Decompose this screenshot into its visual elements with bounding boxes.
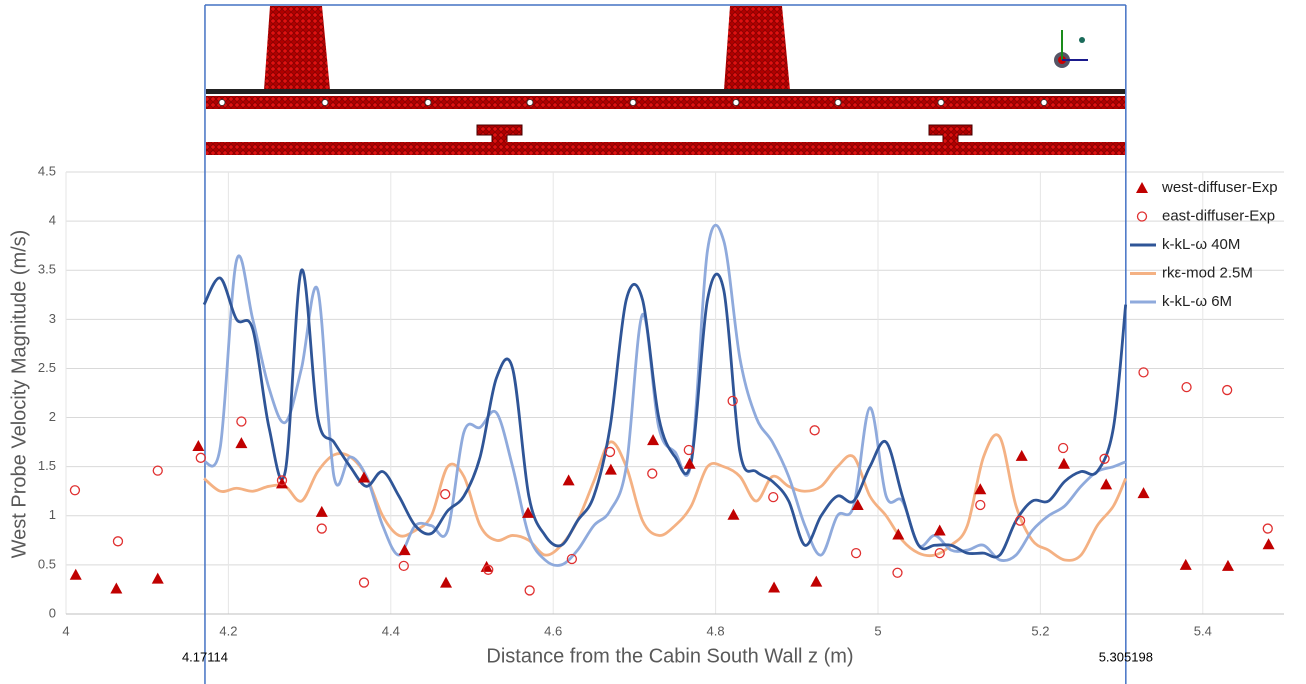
y-tick-label: 2 — [49, 409, 56, 424]
east-point — [1223, 386, 1232, 395]
legend-label: k-kL-ω 40M — [1162, 236, 1240, 253]
east-point — [525, 586, 534, 595]
series-line — [204, 270, 1126, 557]
west-point — [810, 576, 822, 587]
x-axis-title: Distance from the Cabin South Wall z (m) — [486, 645, 853, 667]
legend-label: east-diffuser-Exp — [1162, 207, 1275, 224]
east-point — [237, 417, 246, 426]
west-point — [768, 581, 780, 592]
west-point — [440, 577, 452, 588]
y-tick-label: 2.5 — [38, 360, 56, 375]
east-point — [976, 500, 985, 509]
east-point — [1139, 368, 1148, 377]
east-point — [810, 426, 819, 435]
west-point — [70, 569, 82, 580]
legend-label: rkε-mod 2.5M — [1162, 264, 1253, 281]
x-tick-label: 5.4 — [1194, 623, 1212, 638]
west-point — [316, 506, 328, 517]
reference-label: 5.305198 — [1099, 649, 1153, 664]
series-line — [204, 225, 1126, 565]
east-point — [399, 561, 408, 570]
east-point — [1059, 444, 1068, 453]
east-point — [153, 466, 162, 475]
y-tick-label: 3.5 — [38, 262, 56, 277]
west-point — [399, 544, 411, 555]
reference-label: 4.17114 — [182, 649, 228, 664]
west-point — [152, 573, 164, 584]
west-point — [727, 509, 739, 520]
east-point — [317, 524, 326, 533]
west-point — [1263, 538, 1275, 549]
x-tick-label: 4 — [62, 623, 69, 638]
east-point — [852, 549, 861, 558]
west-point — [1138, 487, 1150, 498]
east-point — [1263, 524, 1272, 533]
west-point — [1100, 478, 1112, 489]
x-tick-label: 5.2 — [1031, 623, 1049, 638]
west-point — [605, 464, 617, 475]
x-tick-label: 5 — [874, 623, 881, 638]
y-tick-label: 4 — [49, 213, 56, 228]
y-tick-label: 0.5 — [38, 556, 56, 571]
east-point — [648, 469, 657, 478]
west-point — [684, 458, 696, 469]
page: {"chart_data": { "type": "line", "x_labe… — [0, 0, 1306, 684]
legend-marker — [1136, 182, 1148, 193]
east-point — [893, 568, 902, 577]
y-tick-label: 0 — [49, 605, 56, 620]
west-point — [647, 434, 659, 445]
east-point — [70, 486, 79, 495]
east-point — [769, 493, 778, 502]
x-tick-label: 4.6 — [544, 623, 562, 638]
y-tick-label: 1 — [49, 507, 56, 522]
west-point — [1058, 458, 1070, 469]
x-tick-label: 4.4 — [382, 623, 400, 638]
chart: Distance from the Cabin South Wall z (m)… — [0, 0, 1306, 684]
legend-marker — [1138, 212, 1147, 221]
y-tick-label: 4.5 — [38, 163, 56, 178]
west-point — [110, 582, 122, 593]
legend-label: west-diffuser-Exp — [1161, 179, 1278, 196]
west-point — [235, 437, 247, 448]
east-point — [360, 578, 369, 587]
west-point — [563, 474, 575, 485]
west-point — [934, 525, 946, 536]
east-point — [113, 537, 122, 546]
y-tick-label: 1.5 — [38, 458, 56, 473]
y-axis-title: West Probe Velocity Magnitude (m/s) — [8, 230, 30, 559]
east-point — [196, 453, 205, 462]
y-tick-label: 3 — [49, 311, 56, 326]
east-point — [1182, 383, 1191, 392]
west-point — [192, 440, 204, 451]
east-point — [441, 490, 450, 499]
west-point — [1016, 450, 1028, 461]
legend-label: k-kL-ω 6M — [1162, 293, 1232, 310]
x-tick-label: 4.2 — [219, 623, 237, 638]
mesh-image — [206, 6, 1125, 155]
x-tick-label: 4.8 — [707, 623, 725, 638]
